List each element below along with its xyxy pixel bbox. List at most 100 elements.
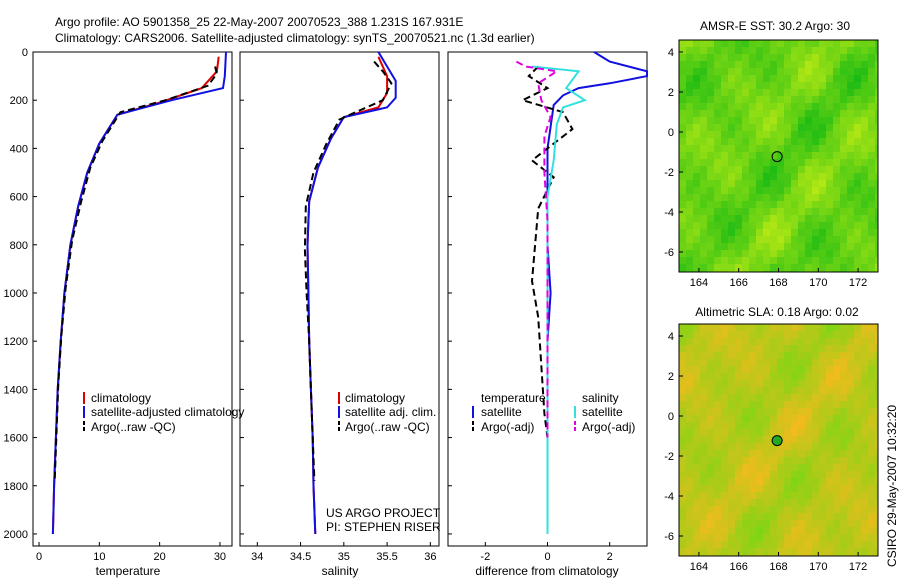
heatmap-cell — [686, 506, 694, 514]
heatmap-cell — [847, 548, 855, 556]
heatmap-cell — [861, 541, 869, 549]
heatmap-cell — [840, 215, 848, 223]
heatmap-cell — [749, 478, 757, 486]
heatmap-cell — [693, 61, 701, 69]
heatmap-cell — [700, 208, 708, 216]
heatmap-cell — [770, 331, 778, 339]
heatmap-cell — [749, 331, 757, 339]
heatmap-cell — [686, 68, 694, 76]
heatmap-cell — [812, 173, 820, 181]
heatmap-cell — [742, 54, 750, 62]
heatmap-cell — [847, 222, 855, 230]
heatmap-cell — [833, 527, 841, 535]
heatmap-cell — [805, 152, 813, 160]
heatmap-cell — [749, 436, 757, 444]
heatmap-cell — [861, 352, 869, 360]
heatmap-cell — [861, 408, 869, 416]
heatmap-cell — [833, 429, 841, 437]
heatmap-cell — [777, 464, 785, 472]
heatmap-cell — [861, 513, 869, 521]
heatmap-cell — [861, 485, 869, 493]
heatmap-cell — [812, 82, 820, 90]
heatmap-cell — [679, 499, 687, 507]
heatmap-cell — [686, 499, 694, 507]
heatmap-cell — [742, 492, 750, 500]
heatmap-cell — [847, 145, 855, 153]
heatmap-cell — [854, 415, 862, 423]
heatmap-cell — [854, 208, 862, 216]
heatmap-cell — [868, 450, 876, 458]
salinity-xlabel: salinity — [322, 564, 359, 578]
heatmap-cell — [679, 131, 687, 139]
heatmap-cell — [777, 222, 785, 230]
heatmap-cell — [812, 229, 820, 237]
heatmap-cell — [679, 338, 687, 346]
heatmap-cell — [861, 264, 869, 272]
x-tick-label: 35.5 — [376, 551, 397, 563]
heatmap-cell — [749, 408, 757, 416]
heatmap-cell — [868, 124, 876, 132]
heatmap-cell — [777, 499, 785, 507]
heatmap-cell — [728, 201, 736, 209]
heatmap-cell — [777, 243, 785, 251]
heatmap-cell — [875, 54, 878, 62]
heatmap-cell — [686, 236, 694, 244]
heatmap-cell — [826, 331, 834, 339]
heatmap-cell — [693, 236, 701, 244]
heatmap-cell — [749, 324, 757, 332]
heatmap-cell — [777, 194, 785, 202]
heatmap-cell — [735, 401, 743, 409]
heatmap-cell — [728, 110, 736, 118]
heatmap-cell — [868, 131, 876, 139]
heatmap-cell — [784, 68, 792, 76]
heatmap-cell — [728, 429, 736, 437]
heatmap-cell — [798, 201, 806, 209]
heatmap-cell — [728, 166, 736, 174]
salinity-panel: 34 34.5 35 35.5 36 salinity climatology sate… — [239, 51, 441, 578]
heatmap-cell — [847, 387, 855, 395]
heatmap-cell — [707, 152, 715, 160]
heatmap-cell — [798, 331, 806, 339]
heatmap-cell — [777, 506, 785, 514]
heatmap-cell — [735, 40, 743, 48]
heatmap-cell — [721, 513, 729, 521]
heatmap-cell — [742, 257, 750, 265]
sla-argo-marker — [771, 435, 783, 447]
heatmap-cell — [693, 457, 701, 465]
heatmap-cell — [777, 138, 785, 146]
heatmap-cell — [693, 138, 701, 146]
heatmap-cell — [819, 68, 827, 76]
heatmap-cell — [714, 89, 722, 97]
heatmap-cell — [770, 47, 778, 55]
heatmap-cell — [777, 380, 785, 388]
heatmap-cell — [798, 152, 806, 160]
heatmap-cell — [770, 110, 778, 118]
heatmap-cell — [840, 492, 848, 500]
heatmap-cell — [700, 380, 708, 388]
heatmap-cell — [791, 47, 799, 55]
heatmap-cell — [854, 443, 862, 451]
heatmap-cell — [840, 152, 848, 160]
heatmap-cell — [868, 187, 876, 195]
y-tick-label: -6 — [664, 531, 674, 543]
heatmap-cell — [784, 152, 792, 160]
heatmap-cell — [798, 103, 806, 111]
heatmap-cell — [875, 75, 878, 83]
heatmap-cell — [791, 166, 799, 174]
heatmap-cell — [791, 201, 799, 209]
heatmap-cell — [721, 345, 729, 353]
heatmap-cell — [756, 152, 764, 160]
heatmap-cell — [826, 222, 834, 230]
legend-label-sal-satellite: satellite — [582, 405, 623, 419]
heatmap-cell — [861, 429, 869, 437]
heatmap-cell — [805, 359, 813, 367]
heatmap-cell — [826, 471, 834, 479]
heatmap-cell — [784, 208, 792, 216]
heatmap-cell — [693, 187, 701, 195]
heatmap-cell — [763, 373, 771, 381]
heatmap-cell — [742, 499, 750, 507]
heatmap-cell — [714, 352, 722, 360]
heatmap-cell — [819, 173, 827, 181]
heatmap-cell — [868, 541, 876, 549]
heatmap-cell — [714, 159, 722, 167]
